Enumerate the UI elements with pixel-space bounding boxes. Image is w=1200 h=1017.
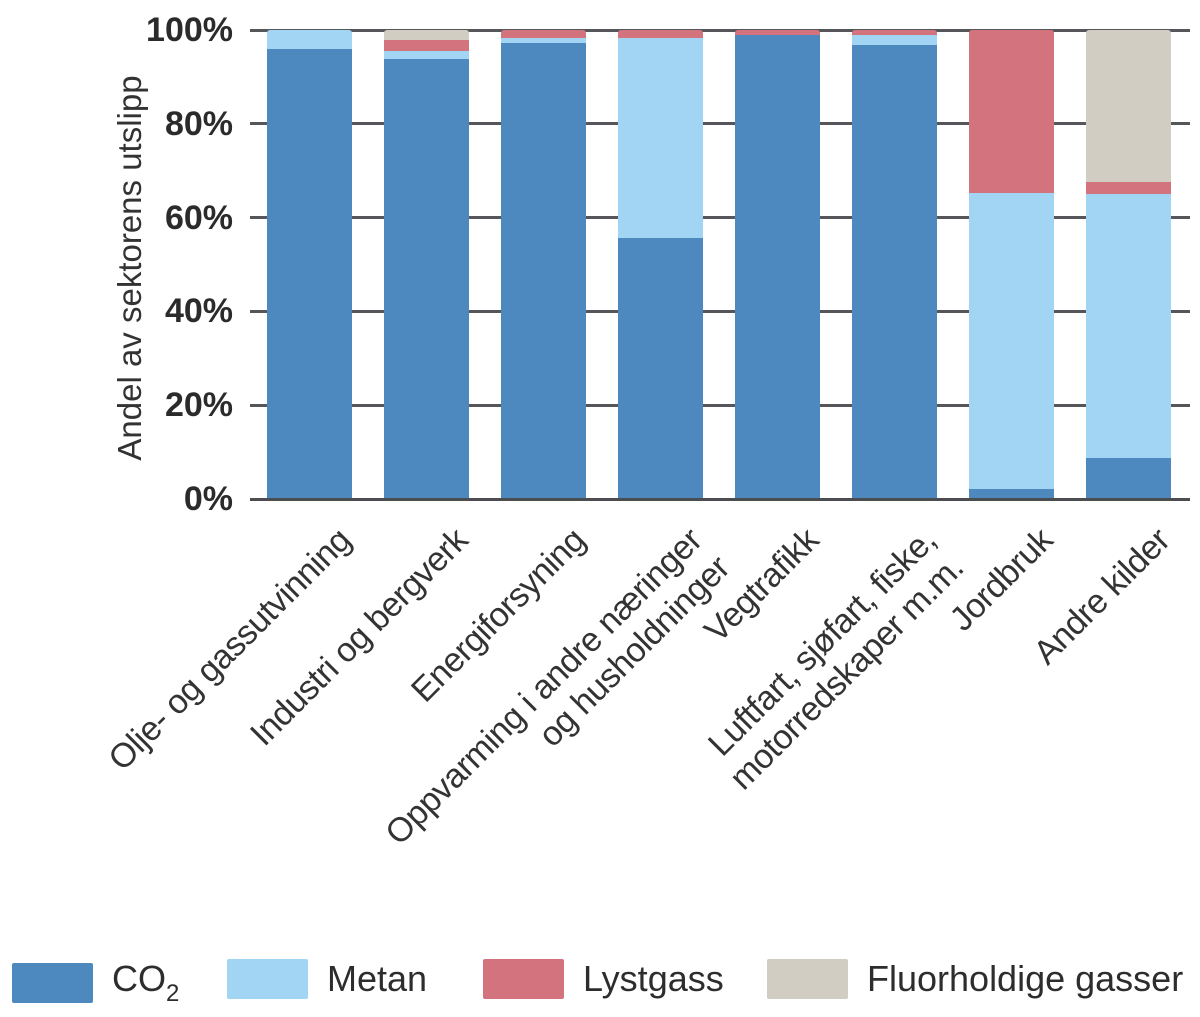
legend: CO2 Metan Lystgass Fluorholdige gasser (0, 958, 1200, 1008)
gridline-80 (250, 122, 1190, 126)
legend-swatch (227, 959, 308, 999)
legend-label: CO2 (112, 958, 180, 1007)
bar-segment-co- (384, 59, 469, 499)
gridline-60 (250, 216, 1190, 220)
y-tick-label-20: 20% (164, 386, 233, 425)
legend-swatch (767, 959, 848, 999)
bar-segment-lystgass (735, 30, 820, 36)
x-axis-baseline (250, 497, 1190, 501)
bar-segment-co- (267, 48, 352, 499)
bar-segment-lystgass (384, 39, 469, 52)
bar-segment-lystgass (618, 30, 703, 38)
legend-label: Lystgass (583, 958, 724, 999)
bar-5 (735, 30, 820, 499)
legend-label: Metan (327, 958, 428, 999)
bar-segment-lystgass (852, 30, 937, 36)
bar-6 (852, 30, 937, 499)
y-tick-label-80: 80% (164, 104, 233, 143)
y-tick-label-100: 100% (146, 11, 233, 49)
bar-1 (267, 30, 352, 499)
bar-segment-co- (1086, 458, 1171, 499)
gridline-100 (250, 28, 1190, 32)
bar-2 (384, 30, 469, 499)
bar-segment-co- (852, 45, 937, 499)
bar-8 (1086, 30, 1171, 499)
bar-segment-metan (618, 38, 703, 238)
plot-area (250, 28, 1190, 501)
legend-item-lystgass: Lystgass (483, 958, 724, 1000)
legend-label-subscript: 2 (166, 980, 180, 1007)
bar-3 (501, 30, 586, 499)
legend-label: Fluorholdige gasser (867, 958, 1184, 999)
bar-segment-lystgass (501, 30, 586, 38)
bar-segment-metan (501, 37, 586, 44)
legend-swatch (12, 963, 93, 1003)
bar-segment-co- (501, 43, 586, 499)
bar-4 (618, 30, 703, 499)
bar-7 (969, 30, 1054, 499)
bar-segment-metan (384, 51, 469, 60)
bar-segment-fluorholdige-gasser (384, 30, 469, 40)
gridline-40 (250, 309, 1190, 313)
legend-item-co-: CO2 (12, 958, 179, 1008)
y-tick-label-40: 40% (164, 292, 233, 331)
legend-swatch (483, 959, 564, 999)
legend-item-metan: Metan (227, 958, 427, 1000)
bar-segment-co- (969, 489, 1054, 499)
bar-segment-fluorholdige-gasser (1086, 30, 1171, 182)
gridline-20 (250, 403, 1190, 407)
bar-segment-co- (735, 35, 820, 499)
x-tick-label-6: Luftfart, sjøfart, fiske, motorredskaper … (700, 521, 971, 798)
y-tick-label-0: 0% (183, 480, 233, 518)
bar-segment-metan (969, 192, 1054, 490)
bar-segment-metan (267, 30, 352, 49)
bar-segment-metan (852, 35, 937, 46)
bar-segment-metan (1086, 193, 1171, 459)
y-tick-label-60: 60% (164, 198, 233, 237)
bar-segment-co- (618, 237, 703, 499)
bar-segment-lystgass (1086, 181, 1171, 194)
bar-segment-lystgass (969, 30, 1054, 193)
x-tick-label-2: Industri og bergverk (243, 521, 476, 754)
legend-item-fluorholdige-gasser: Fluorholdige gasser (767, 958, 1183, 1000)
